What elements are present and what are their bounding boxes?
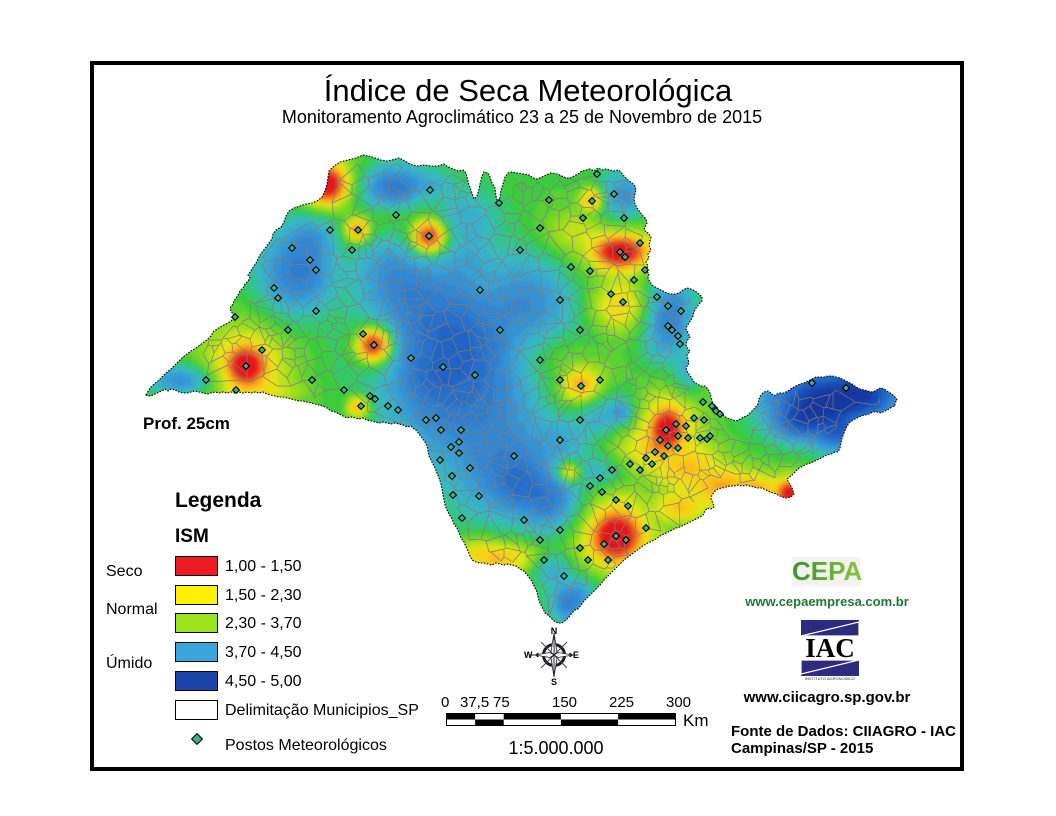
svg-text:IAC: IAC <box>805 633 855 663</box>
